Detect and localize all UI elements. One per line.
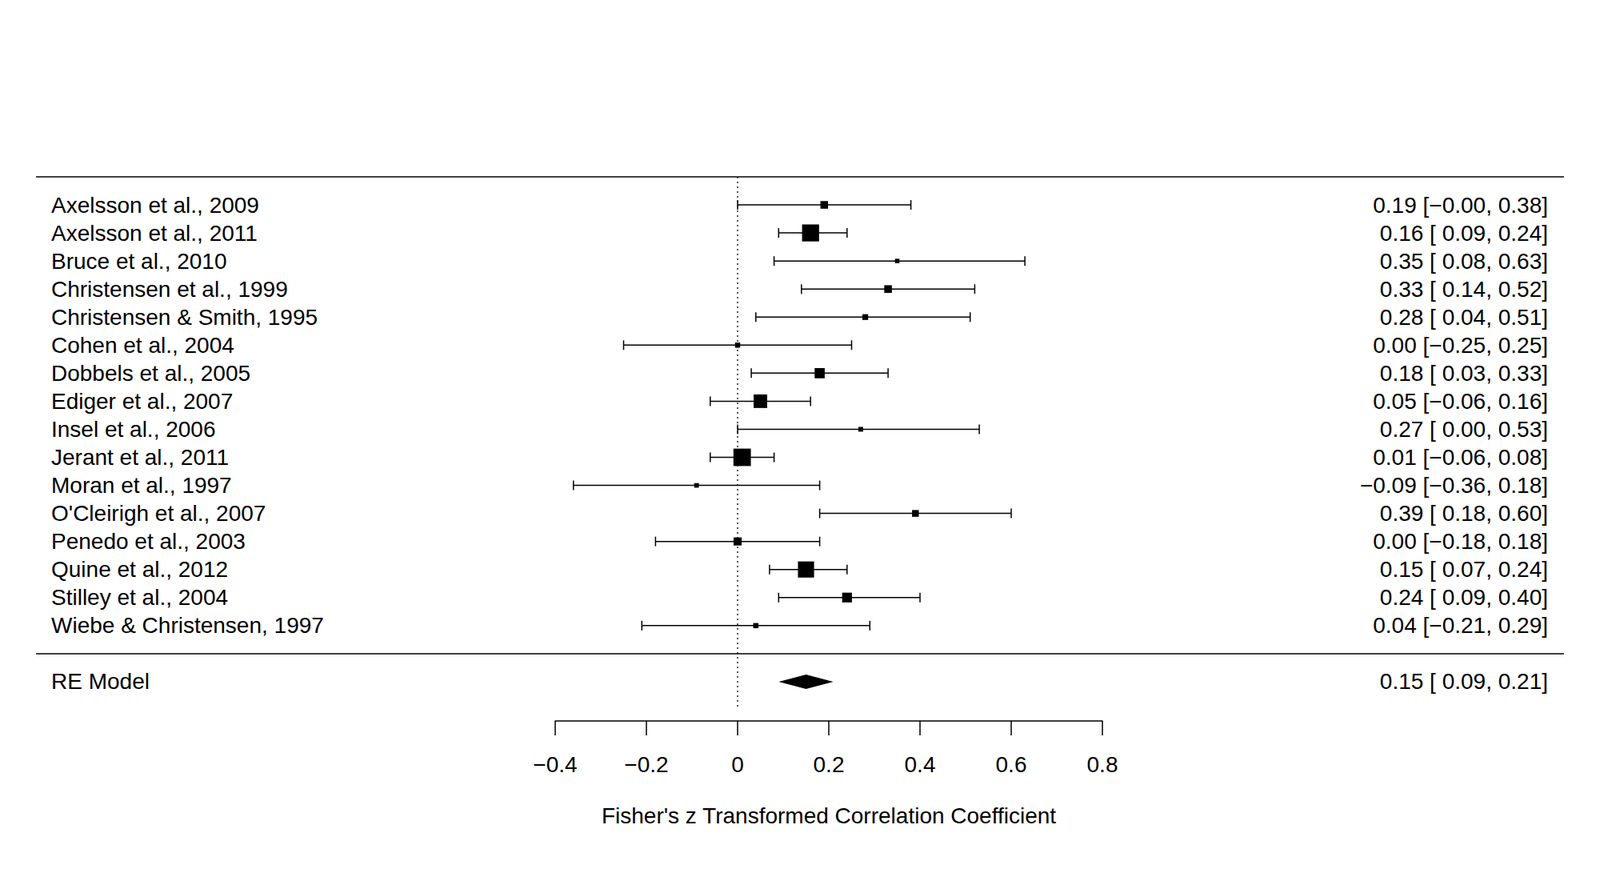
svg-text:0.4: 0.4 (904, 752, 936, 777)
svg-text:Wiebe & Christensen, 1997: Wiebe & Christensen, 1997 (51, 612, 324, 638)
svg-text:Bruce et al., 2010: Bruce et al., 2010 (51, 248, 227, 274)
svg-text:Axelsson et al., 2009: Axelsson et al., 2009 (51, 192, 260, 218)
svg-text:0.15 [ 0.07, 0.24]: 0.15 [ 0.07, 0.24] (1380, 556, 1548, 582)
svg-text:0: 0 (731, 752, 744, 777)
svg-text:0.39 [ 0.18, 0.60]: 0.39 [ 0.18, 0.60] (1380, 500, 1548, 526)
svg-text:Dobbels et al., 2005: Dobbels et al., 2005 (51, 360, 251, 386)
svg-text:0.24 [ 0.09, 0.40]: 0.24 [ 0.09, 0.40] (1380, 584, 1548, 610)
svg-text:−0.4: −0.4 (532, 752, 577, 777)
svg-text:0.00 [−0.18, 0.18]: 0.00 [−0.18, 0.18] (1372, 528, 1548, 554)
svg-text:0.19 [−0.00, 0.38]: 0.19 [−0.00, 0.38] (1372, 192, 1548, 218)
svg-text:Christensen et al., 1999: Christensen et al., 1999 (51, 276, 288, 302)
svg-text:0.01 [−0.06, 0.08]: 0.01 [−0.06, 0.08] (1372, 444, 1548, 470)
svg-text:0.8: 0.8 (1087, 752, 1119, 777)
svg-text:0.05 [−0.06, 0.16]: 0.05 [−0.06, 0.16] (1372, 388, 1548, 414)
svg-text:0.27 [ 0.00, 0.53]: 0.27 [ 0.00, 0.53] (1380, 416, 1548, 442)
svg-text:Axelsson et al., 2011: Axelsson et al., 2011 (51, 220, 258, 246)
svg-text:0.00 [−0.25, 0.25]: 0.00 [−0.25, 0.25] (1372, 332, 1548, 358)
svg-text:Penedo et al., 2003: Penedo et al., 2003 (51, 528, 246, 554)
svg-text:−0.2: −0.2 (624, 752, 668, 777)
svg-text:0.18 [ 0.03, 0.33]: 0.18 [ 0.03, 0.33] (1380, 360, 1548, 386)
svg-text:0.16 [ 0.09, 0.24]: 0.16 [ 0.09, 0.24] (1380, 220, 1548, 246)
svg-text:Ediger et al., 2007: Ediger et al., 2007 (51, 388, 233, 414)
svg-text:0.04 [−0.21, 0.29]: 0.04 [−0.21, 0.29] (1372, 612, 1548, 638)
svg-text:Christensen & Smith, 1995: Christensen & Smith, 1995 (51, 304, 318, 330)
svg-text:O'Cleirigh et al., 2007: O'Cleirigh et al., 2007 (51, 500, 266, 526)
svg-text:0.28 [ 0.04, 0.51]: 0.28 [ 0.04, 0.51] (1380, 304, 1548, 330)
svg-text:Cohen et al., 2004: Cohen et al., 2004 (51, 332, 235, 358)
svg-text:RE Model: RE Model (51, 668, 150, 694)
svg-text:Insel et al., 2006: Insel et al., 2006 (51, 416, 216, 442)
svg-text:Stilley et al., 2004: Stilley et al., 2004 (51, 584, 228, 610)
svg-text:0.35 [ 0.08, 0.63]: 0.35 [ 0.08, 0.63] (1380, 248, 1548, 274)
svg-text:Fisher's z Transformed Correla: Fisher's z Transformed Correlation Coeff… (601, 803, 1056, 828)
svg-text:0.2: 0.2 (813, 752, 845, 777)
svg-text:Moran et al., 1997: Moran et al., 1997 (51, 472, 232, 498)
svg-text:Jerant et al., 2011: Jerant et al., 2011 (51, 444, 229, 470)
svg-text:0.6: 0.6 (996, 752, 1028, 777)
svg-text:Quine et al., 2012: Quine et al., 2012 (51, 556, 228, 582)
svg-text:0.15 [ 0.09, 0.21]: 0.15 [ 0.09, 0.21] (1380, 668, 1548, 694)
svg-text:0.33 [ 0.14, 0.52]: 0.33 [ 0.14, 0.52] (1380, 276, 1548, 302)
svg-text:−0.09 [−0.36, 0.18]: −0.09 [−0.36, 0.18] (1360, 472, 1548, 498)
